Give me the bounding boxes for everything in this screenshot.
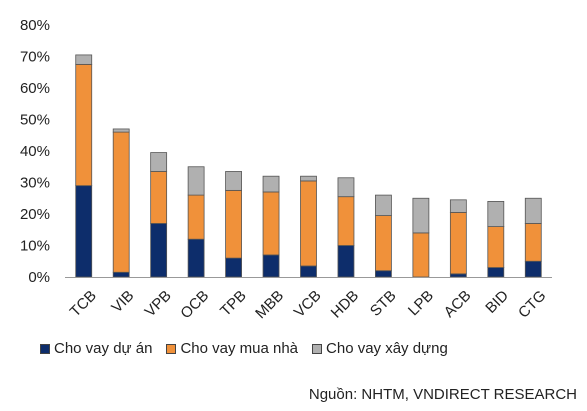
- bar-segment-mbb-0: [262, 254, 280, 278]
- x-axis-labels: TCB VIB VPB OCB TPB MBB VCB HDB STB LPB ACB BID CTG: [67, 287, 550, 322]
- bar-segment-lpb-1: [412, 232, 430, 278]
- bar-segment-vpb-2: [150, 152, 168, 172]
- bar-segment-acb-1: [449, 212, 467, 275]
- bar-segment-vpb-0: [150, 223, 168, 278]
- bar-segment-vpb-1: [150, 171, 168, 224]
- bar-segment-vib-1: [112, 131, 130, 273]
- bar-segment-vib-0: [112, 271, 130, 278]
- y-tick-label: 60%: [20, 80, 50, 97]
- legend-item-project-loans: Cho vay dự án: [40, 340, 152, 357]
- bar-segment-vcb-0: [300, 265, 317, 278]
- x-category-label: HDB: [328, 287, 362, 321]
- y-axis-ticks: 0% 10% 20% 30% 40% 50% 60% 70% 80%: [20, 17, 50, 286]
- y-tick-label: 30%: [20, 175, 50, 192]
- bar-segment-bid-2: [487, 200, 505, 227]
- legend-label-home-loans: Cho vay mua nhà: [180, 340, 299, 357]
- bar-segment-acb-0: [449, 273, 467, 278]
- y-tick-label: 20%: [20, 206, 50, 223]
- bar-segment-ctg-0: [524, 260, 542, 278]
- x-category-label: ACB: [441, 287, 475, 321]
- y-tick-label: 80%: [20, 17, 50, 34]
- stacked-bar-chart: 0% 10% 20% 30% 40% 50% 60% 70% 80% TCB VIB VPB OCB T…: [20, 17, 552, 322]
- x-category-label: BID: [482, 287, 512, 317]
- x-category-label: MBB: [252, 287, 287, 322]
- legend-swatch-project-loans: [40, 343, 50, 354]
- legend-swatch-home-loans: [166, 343, 177, 354]
- bar-segment-hdb-0: [337, 245, 355, 278]
- bar-segment-tpb-2: [225, 171, 242, 191]
- bar-segment-bid-1: [487, 226, 505, 268]
- y-tick-label: 70%: [20, 49, 50, 66]
- x-category-label: VIB: [108, 287, 137, 316]
- x-category-label: STB: [367, 287, 400, 320]
- legend-item-home-loans: Cho vay mua nhà: [166, 340, 298, 357]
- bar-segment-ctg-1: [524, 223, 542, 262]
- bar-segment-stb-1: [375, 215, 392, 272]
- bar-segment-tpb-0: [225, 257, 242, 278]
- bar-segment-mbb-1: [262, 191, 280, 256]
- bars: [75, 54, 542, 278]
- source-note: Nguồn: NHTM, VNDIRECT RESEARCH: [308, 386, 577, 403]
- bar-segment-mbb-2: [262, 175, 280, 193]
- bar-segment-vib-2: [112, 128, 130, 133]
- x-category-label: TPB: [217, 287, 250, 320]
- x-category-label: LPB: [405, 287, 437, 319]
- bar-segment-hdb-1: [337, 196, 355, 246]
- y-tick-label: 50%: [20, 112, 50, 129]
- bar-segment-stb-2: [375, 194, 392, 216]
- x-category-label: VPB: [142, 287, 175, 320]
- legend-label-construction-loans: Cho vay xây dựng: [326, 340, 448, 357]
- legend-swatch-construction-loans: [312, 343, 323, 354]
- y-tick-label: 40%: [20, 143, 50, 160]
- x-category-label: OCB: [177, 287, 212, 322]
- bar-segment-tpb-1: [225, 189, 242, 259]
- x-category-label: CTG: [515, 287, 549, 321]
- legend-item-construction-loans: Cho vay xây dựng: [312, 340, 448, 357]
- bar-segment-hdb-2: [337, 177, 355, 198]
- bar-segment-vcb-2: [300, 175, 317, 182]
- x-category-label: VCB: [291, 287, 325, 321]
- bar-segment-acb-2: [449, 199, 467, 213]
- legend: Cho vay dự án Cho vay mua nhà Cho vay xâ…: [40, 340, 448, 357]
- x-category-label: TCB: [67, 287, 100, 320]
- legend-label-project-loans: Cho vay dự án: [54, 340, 153, 357]
- bar-segment-ocb-1: [187, 194, 205, 240]
- y-tick-label: 10%: [20, 238, 50, 255]
- bar-segment-lpb-2: [412, 197, 430, 234]
- bar-segment-ocb-2: [187, 166, 205, 196]
- bar-segment-tcb-2: [75, 54, 93, 65]
- y-tick-label: 0%: [28, 269, 50, 286]
- bar-segment-stb-0: [375, 270, 392, 278]
- bar-segment-bid-0: [487, 267, 505, 278]
- bar-segment-tcb-0: [75, 185, 93, 278]
- bar-segment-vcb-1: [300, 180, 317, 267]
- bar-segment-ctg-2: [524, 197, 542, 224]
- bar-segment-tcb-1: [75, 63, 93, 187]
- bar-segment-ocb-0: [187, 238, 205, 278]
